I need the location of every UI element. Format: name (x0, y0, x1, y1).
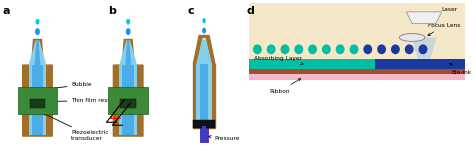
Ellipse shape (336, 44, 345, 54)
Ellipse shape (419, 44, 428, 54)
FancyBboxPatch shape (374, 59, 465, 69)
Polygon shape (113, 39, 143, 136)
Text: Ribbon: Ribbon (269, 79, 301, 94)
Text: Pressure: Pressure (209, 135, 239, 141)
FancyBboxPatch shape (196, 64, 212, 120)
Ellipse shape (364, 44, 372, 54)
Text: Piezoelectric
transducer: Piezoelectric transducer (44, 113, 109, 141)
FancyBboxPatch shape (28, 65, 46, 135)
FancyBboxPatch shape (120, 99, 136, 108)
Polygon shape (193, 36, 215, 64)
FancyBboxPatch shape (119, 65, 137, 135)
Text: Laser: Laser (436, 7, 458, 15)
Polygon shape (28, 40, 46, 65)
Ellipse shape (377, 44, 386, 54)
FancyBboxPatch shape (249, 69, 465, 74)
FancyBboxPatch shape (29, 99, 46, 108)
Text: Bio-ink: Bio-ink (449, 63, 472, 75)
Text: c: c (187, 6, 194, 16)
FancyBboxPatch shape (200, 64, 208, 120)
Ellipse shape (399, 33, 425, 41)
FancyBboxPatch shape (249, 74, 465, 80)
Ellipse shape (294, 44, 303, 54)
Ellipse shape (35, 28, 40, 35)
Ellipse shape (405, 44, 414, 54)
Polygon shape (125, 40, 131, 65)
Ellipse shape (322, 44, 331, 54)
Ellipse shape (444, 61, 449, 70)
Text: d: d (246, 6, 255, 16)
Polygon shape (196, 39, 212, 64)
FancyBboxPatch shape (200, 126, 208, 142)
FancyBboxPatch shape (249, 59, 374, 69)
Text: Focus Lens: Focus Lens (428, 23, 460, 36)
Ellipse shape (308, 44, 317, 54)
FancyBboxPatch shape (202, 126, 206, 142)
Ellipse shape (36, 19, 39, 25)
Ellipse shape (349, 44, 358, 54)
Polygon shape (119, 40, 137, 65)
Ellipse shape (391, 44, 400, 54)
Text: b: b (109, 6, 116, 16)
Ellipse shape (126, 28, 131, 35)
Polygon shape (35, 40, 40, 65)
Ellipse shape (202, 18, 206, 23)
Ellipse shape (281, 44, 290, 54)
Polygon shape (23, 39, 52, 136)
FancyBboxPatch shape (109, 87, 148, 114)
Ellipse shape (253, 44, 262, 54)
FancyBboxPatch shape (18, 87, 57, 114)
Ellipse shape (202, 28, 206, 33)
FancyBboxPatch shape (193, 120, 215, 128)
Text: Thin film resistor: Thin film resistor (44, 98, 120, 103)
FancyBboxPatch shape (122, 65, 134, 135)
Ellipse shape (126, 19, 130, 25)
Text: Absorbing Layer: Absorbing Layer (255, 56, 303, 65)
FancyBboxPatch shape (249, 3, 465, 59)
Text: Bubble: Bubble (36, 82, 91, 91)
Ellipse shape (267, 44, 275, 54)
FancyBboxPatch shape (193, 64, 215, 128)
Polygon shape (406, 12, 442, 24)
Text: a: a (3, 6, 10, 16)
Polygon shape (411, 38, 437, 73)
FancyBboxPatch shape (32, 65, 44, 135)
